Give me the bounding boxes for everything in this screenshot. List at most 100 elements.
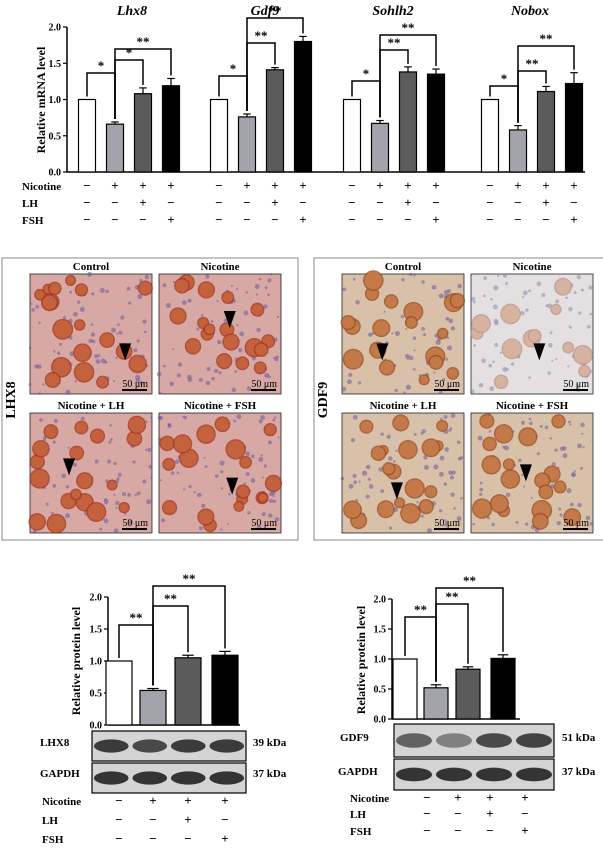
- oocyte: [574, 346, 592, 364]
- nucleus: [268, 513, 273, 518]
- target-blot-band: [170, 739, 206, 753]
- oocyte: [29, 514, 45, 530]
- nucleus: [73, 462, 78, 467]
- nucleus: [80, 416, 85, 421]
- oocyte: [266, 476, 281, 491]
- nucleus: [545, 304, 549, 308]
- nucleus: [421, 429, 426, 434]
- y-tick-label: 1.0: [49, 95, 62, 106]
- loading-kda: 37 kDa: [253, 768, 287, 780]
- gene-title: Sohlh2: [372, 4, 413, 19]
- treatment-symbol: +: [432, 178, 439, 193]
- nucleus: [435, 339, 441, 345]
- bar-1: [139, 689, 167, 726]
- nucleus: [219, 528, 223, 531]
- nucleus: [52, 440, 56, 444]
- nucleus: [88, 338, 93, 344]
- treatment-symbol: +: [243, 178, 250, 193]
- y-tick-label: 0.5: [90, 689, 103, 700]
- nucleus: [548, 342, 553, 348]
- significance-bracket-2: [379, 34, 437, 118]
- oocyte: [423, 439, 439, 456]
- qpcr-group-sohlh2: Sohlh2*****− + + +− − + −− − − +: [342, 4, 446, 227]
- significance-bracket-2: [246, 17, 304, 111]
- oocyte: [31, 469, 49, 488]
- oocyte: [501, 305, 520, 323]
- treatment-symbol: −: [111, 212, 118, 227]
- treatment-symbol: −: [486, 212, 493, 227]
- nucleus: [161, 518, 166, 523]
- oocyte: [129, 356, 146, 372]
- bar-3: [490, 657, 516, 720]
- treatment-symbol: −: [486, 823, 493, 838]
- nucleus: [579, 466, 583, 470]
- treatment-symbol: +: [299, 212, 306, 227]
- nucleus: [105, 502, 108, 505]
- bar-0: [392, 658, 418, 720]
- nucleus: [391, 332, 394, 335]
- nucleus: [405, 327, 408, 330]
- nucleus: [258, 277, 262, 281]
- nucleus: [521, 420, 525, 425]
- nucleus: [438, 390, 443, 395]
- treatment-symbol: −: [423, 790, 430, 805]
- treatment-symbol: +: [221, 831, 228, 846]
- nucleus: [135, 374, 141, 380]
- nucleus: [115, 500, 120, 506]
- nucleus: [502, 367, 508, 373]
- nucleus: [340, 476, 345, 481]
- nucleus: [28, 383, 32, 386]
- treatment-symbol: +: [486, 806, 493, 821]
- nucleus: [423, 455, 428, 460]
- nucleus: [103, 518, 109, 524]
- treatment-symbol: +: [514, 178, 521, 193]
- nucleus: [233, 419, 237, 423]
- tissue-section: [158, 412, 282, 534]
- nucleus: [450, 492, 455, 497]
- significance-label-1: **: [526, 56, 539, 71]
- micrograph-0: Control 50 μm: [28, 261, 153, 395]
- nucleus: [263, 464, 267, 468]
- bar-3: [211, 654, 239, 726]
- oocyte: [42, 295, 57, 310]
- oocyte: [342, 316, 355, 329]
- nucleus: [367, 477, 371, 481]
- oocyte: [129, 417, 145, 433]
- nucleus: [59, 342, 63, 346]
- oocyte: [197, 425, 215, 443]
- loading-blot-band: [436, 767, 472, 782]
- treatment-symbol: −: [215, 195, 222, 210]
- micrograph-3: Nicotine + FSH 50 μm: [157, 400, 283, 534]
- nucleus: [45, 502, 49, 506]
- nucleus: [473, 344, 476, 347]
- target-blot-band: [209, 739, 245, 753]
- nucleus: [275, 355, 279, 359]
- nucleus: [554, 448, 558, 452]
- nucleus: [469, 389, 475, 394]
- nucleus: [264, 372, 270, 379]
- oocyte: [380, 361, 394, 375]
- nucleus: [445, 520, 449, 525]
- oocyte: [48, 515, 65, 533]
- nucleus: [115, 506, 118, 509]
- treatment-symbol: −: [423, 806, 430, 821]
- nucleus: [456, 440, 461, 445]
- nucleus: [150, 476, 153, 480]
- nucleus: [158, 415, 163, 420]
- nucleus: [536, 452, 540, 456]
- micrograph-label: Nicotine: [512, 261, 551, 273]
- significance-label-2: **: [402, 20, 415, 35]
- y-tick-label: 2.0: [374, 595, 387, 606]
- nucleus: [188, 485, 192, 489]
- treatment-symbol: −: [423, 823, 430, 838]
- oocyte: [480, 415, 493, 428]
- y-axis-label: Relative protein level: [354, 605, 368, 714]
- nucleus: [90, 323, 94, 326]
- micrograph-label: Control: [73, 261, 109, 273]
- nucleus: [521, 473, 524, 477]
- oocyte: [35, 290, 45, 300]
- treatment-symbol: +: [521, 790, 528, 805]
- micrograph-0: Control 50 μm: [340, 261, 466, 395]
- oocyte: [139, 282, 152, 295]
- nucleus: [159, 479, 162, 482]
